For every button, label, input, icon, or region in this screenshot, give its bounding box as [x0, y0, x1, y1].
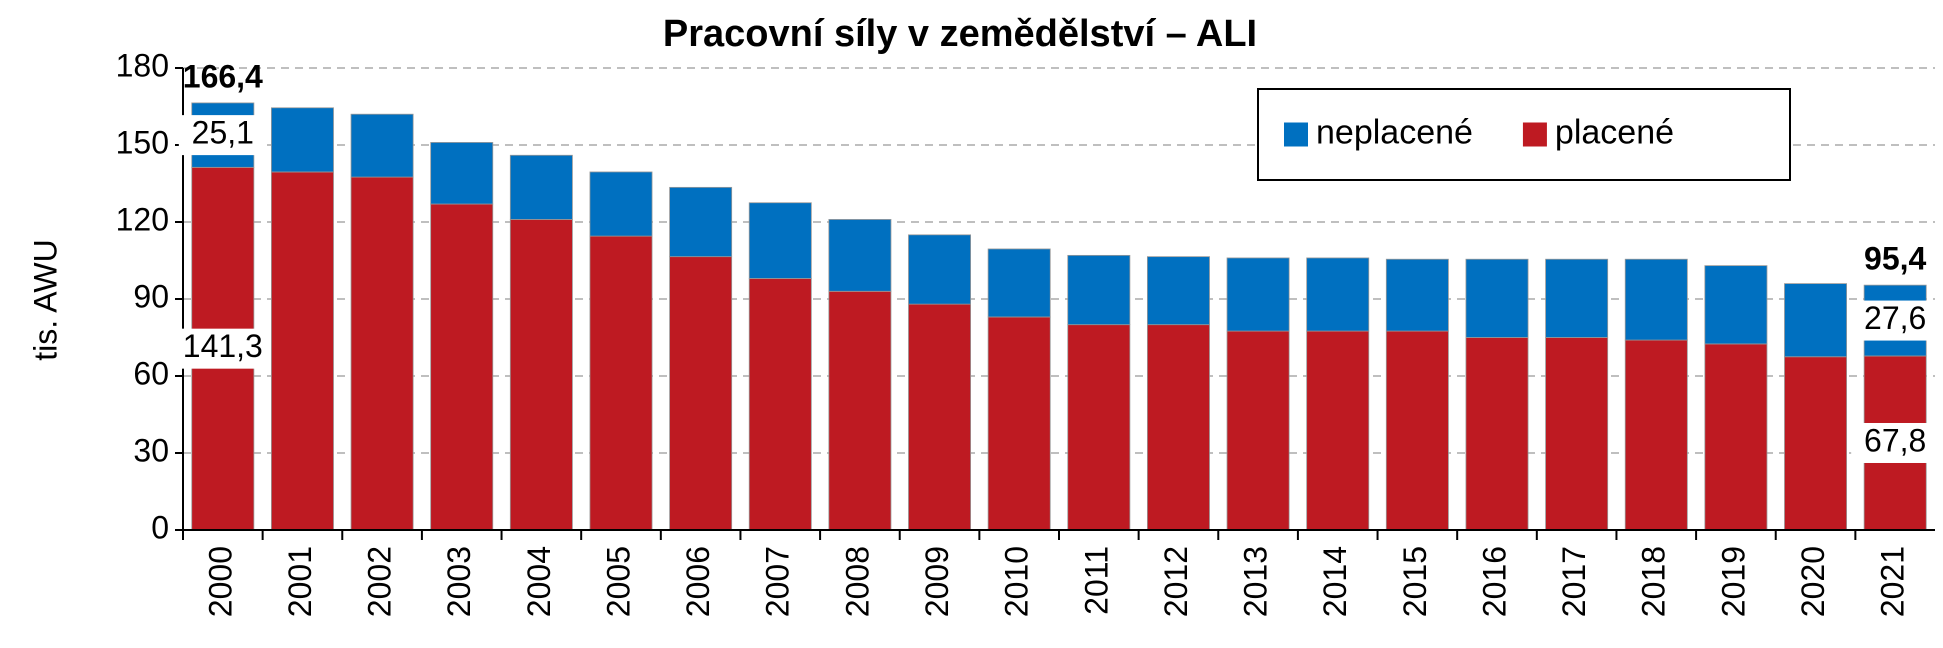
bar-segment — [987, 316, 1051, 531]
x-tick-label: 2018 — [1636, 546, 1672, 617]
y-tick-label: 150 — [116, 124, 169, 160]
bar-segment — [1306, 257, 1370, 332]
bar-segment — [1385, 330, 1449, 531]
bar-segment — [1545, 337, 1609, 531]
bar-segment — [430, 142, 494, 205]
x-tick-label: 2021 — [1875, 546, 1911, 617]
bar-segment — [828, 219, 892, 292]
x-tick-label: 2012 — [1158, 546, 1194, 617]
bar-segment — [270, 171, 334, 531]
x-tick-label: 2008 — [839, 546, 875, 617]
bar-segment — [1784, 356, 1848, 531]
chart-title: Pracovní síly v zemědělství – ALI — [663, 13, 1257, 55]
bar-segment — [669, 256, 733, 531]
bar-segment — [1226, 330, 1290, 531]
x-tick-label: 2016 — [1476, 546, 1512, 617]
y-axis-label: tis. AWU — [27, 239, 63, 360]
bar-segment — [1624, 339, 1688, 531]
label-box — [178, 115, 267, 156]
legend-swatch — [1522, 122, 1547, 147]
bar-segment — [509, 154, 573, 220]
y-tick-label: 180 — [116, 47, 169, 83]
x-tick-label: 2015 — [1397, 546, 1433, 617]
bar-segment — [1067, 324, 1131, 531]
y-tick-label: 120 — [116, 201, 169, 237]
bar-segment — [1704, 265, 1768, 345]
bar-segment — [589, 235, 653, 531]
x-tick-label: 2002 — [362, 546, 398, 617]
bar-segment — [1226, 257, 1290, 332]
bar-segment — [350, 113, 414, 178]
label-box — [178, 328, 267, 369]
x-tick-label: 2017 — [1556, 546, 1592, 617]
bar-segment — [908, 303, 972, 531]
bar-segment — [350, 176, 414, 531]
bar-segment — [1146, 256, 1210, 326]
legend-swatch — [1284, 122, 1308, 147]
value-label: 25,1 — [192, 115, 254, 151]
x-tick-label: 2014 — [1317, 546, 1353, 617]
total-label: 166,4 — [183, 58, 263, 94]
value-label: 141,3 — [183, 328, 263, 364]
bar-segment — [509, 219, 573, 531]
total-label: 95,4 — [1864, 241, 1926, 277]
x-tick-label: 2003 — [441, 546, 477, 617]
value-label: 67,8 — [1864, 422, 1926, 458]
x-tick-label: 2011 — [1078, 546, 1114, 615]
y-tick-label: 60 — [133, 355, 169, 391]
bar-segment — [828, 290, 892, 531]
y-tick-label: 30 — [133, 432, 169, 468]
x-tick-label: 2013 — [1238, 546, 1274, 617]
y-tick-label: 90 — [133, 278, 169, 314]
bar-segment — [908, 234, 972, 305]
bar-segment — [1545, 258, 1609, 338]
bar-segment — [1465, 258, 1529, 338]
x-tick-label: 2004 — [521, 546, 557, 617]
x-tick-label: 2009 — [919, 546, 955, 617]
value-label: 27,6 — [1864, 300, 1926, 336]
y-tick-label: 0 — [151, 509, 169, 545]
bar-segment — [1306, 330, 1370, 531]
bar-segment — [270, 107, 334, 173]
bar-segment — [1704, 343, 1768, 531]
label-box — [1851, 300, 1940, 341]
bar-segment — [987, 248, 1051, 318]
bar-segment — [1146, 324, 1210, 531]
bar-segment — [1465, 337, 1529, 531]
legend-label: placené — [1555, 113, 1674, 151]
label-box — [1851, 422, 1940, 463]
bar-segment — [430, 203, 494, 531]
bar-segment — [1385, 258, 1449, 332]
x-tick-label: 2007 — [760, 546, 796, 617]
x-tick-label: 2020 — [1795, 546, 1831, 617]
bar-segment — [748, 202, 812, 279]
legend-box — [1257, 88, 1791, 181]
bar-segment — [589, 171, 653, 237]
x-tick-label: 2005 — [600, 546, 636, 617]
bar-segment — [1624, 258, 1688, 341]
x-tick-label: 2000 — [202, 546, 238, 617]
x-tick-label: 2006 — [680, 546, 716, 617]
bar-segment — [1784, 283, 1848, 358]
bar-segment — [1067, 254, 1131, 326]
x-tick-label: 2010 — [999, 546, 1035, 617]
x-tick-label: 2001 — [282, 546, 318, 617]
bar-segment — [748, 278, 812, 531]
x-tick-label: 2019 — [1715, 546, 1751, 617]
bar-segment — [669, 186, 733, 258]
legend-label: neplacené — [1316, 113, 1473, 151]
